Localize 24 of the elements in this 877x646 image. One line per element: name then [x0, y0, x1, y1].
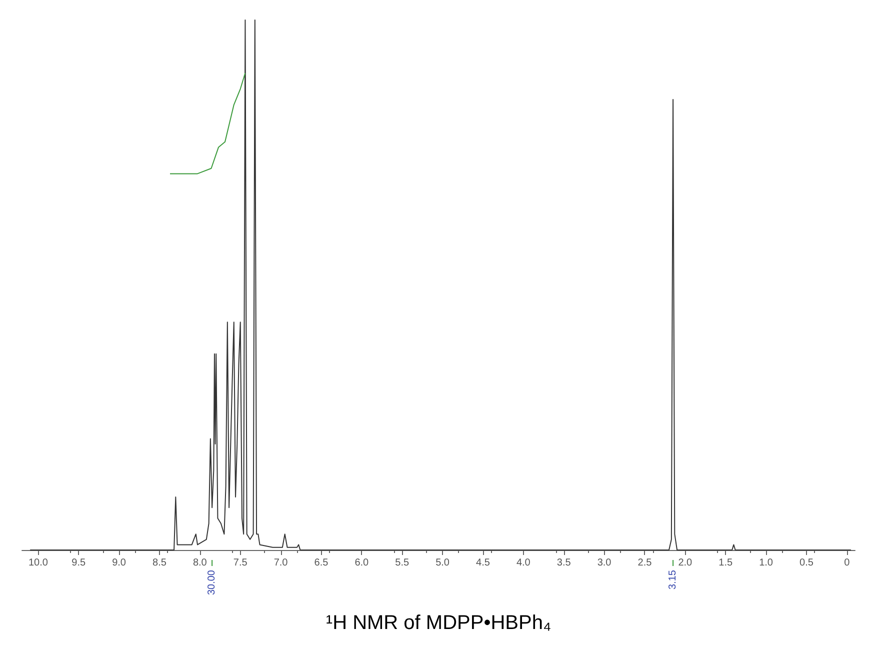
x-tick-label: 3.0 [597, 558, 612, 568]
x-tick-label: 7.5 [233, 558, 248, 568]
x-tick-label: 1.0 [759, 558, 774, 568]
x-tick-label: 1.5 [718, 558, 733, 568]
x-tick-label: 8.5 [152, 558, 167, 568]
annotation: 30.00 [206, 570, 218, 596]
text: ¹H NMR of MDPP•HBPh₄ [326, 612, 552, 634]
x-tick-label: 2.5 [638, 558, 652, 568]
x-tick-label: 3.5 [556, 558, 572, 568]
annotation: 3.15 [668, 570, 679, 590]
x-tick-label: 2.0 [678, 558, 693, 568]
x-tick-label: 5.0 [436, 558, 450, 568]
x-tick-label: 0 [844, 558, 850, 568]
x-tick-label: 7.0 [274, 558, 288, 568]
x-tick-label: 10.0 [28, 558, 48, 568]
x-tick-label: 9.5 [72, 558, 86, 568]
x-tick-label: 4.5 [476, 558, 490, 568]
x-tick-label: 6.0 [354, 558, 370, 568]
x-tick-label: 0.5 [800, 558, 814, 568]
x-tick-label: 4.0 [516, 558, 531, 568]
x-tick-label: 6.5 [314, 558, 329, 568]
x-tick-label: 8.0 [192, 558, 208, 568]
x-tick-label: 5.5 [395, 558, 410, 568]
x-tick-label: 9.0 [112, 558, 126, 568]
